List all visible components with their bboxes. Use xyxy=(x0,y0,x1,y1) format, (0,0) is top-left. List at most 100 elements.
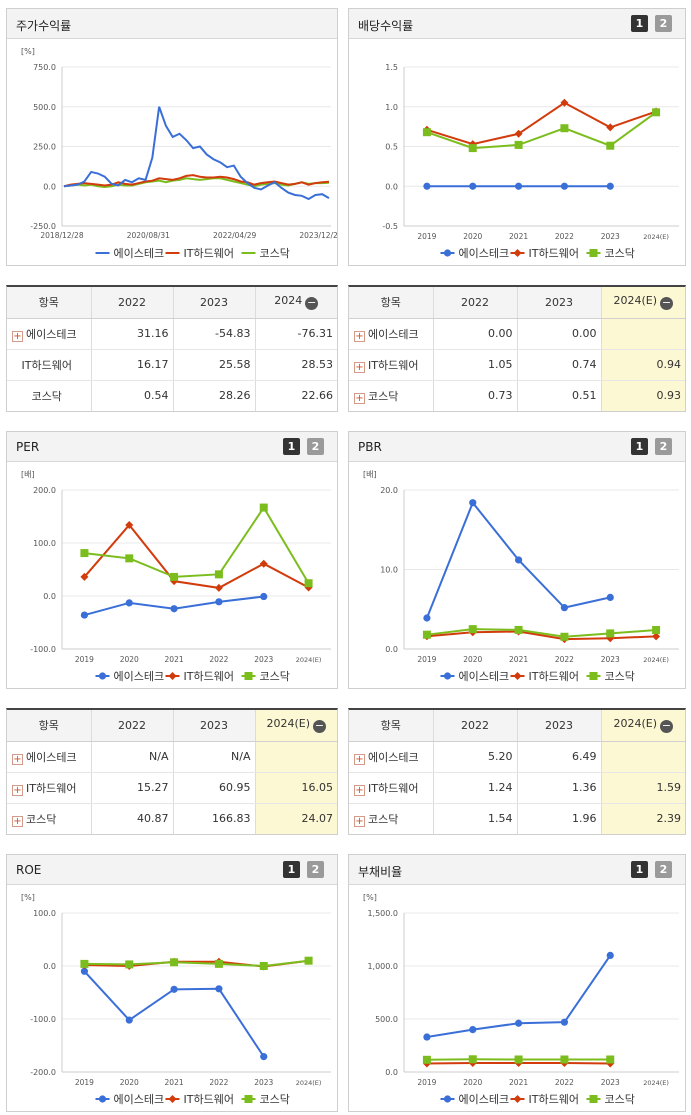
table-cell: 60.95 xyxy=(173,772,256,804)
data-point xyxy=(125,554,134,563)
table-cell: 5.20 xyxy=(433,741,518,773)
data-point xyxy=(443,1095,452,1103)
y-tick-label: 0.0 xyxy=(43,182,56,191)
legend-label: IT하드웨어 xyxy=(184,669,234,683)
legend: 에이스테크 IT하드웨어 코스닥 xyxy=(440,246,635,260)
plus-icon[interactable]: + xyxy=(354,392,365,404)
y-tick-label: 250.0 xyxy=(33,143,56,152)
plus-icon[interactable]: + xyxy=(12,753,23,765)
plus-icon[interactable]: + xyxy=(12,784,23,796)
table-cell: 1.05 xyxy=(433,349,518,381)
table-cell: 1.36 xyxy=(517,772,602,804)
number-two-icon[interactable]: 2 xyxy=(655,861,672,878)
panel-header: 부채비율 1 2 xyxy=(349,855,685,885)
table-cell: 0.51 xyxy=(517,380,602,411)
table-cell: 31.16 xyxy=(91,318,174,350)
column-header: 항목 xyxy=(7,287,92,319)
x-tick-label: 2019 xyxy=(417,1078,436,1087)
column-header: 2022 xyxy=(433,710,518,742)
table-cell: -54.83 xyxy=(173,318,256,350)
data-point xyxy=(244,672,253,680)
plus-icon[interactable]: + xyxy=(354,784,365,796)
x-tick-label: 2022 xyxy=(209,655,228,664)
plus-icon[interactable]: + xyxy=(354,815,365,827)
data-point xyxy=(606,634,615,643)
y-tick-label: -100.0 xyxy=(30,1015,56,1024)
x-tick-label: 2021 xyxy=(509,655,528,664)
plus-icon[interactable]: + xyxy=(12,815,23,827)
y-tick-label: 0.0 xyxy=(43,592,56,601)
y-tick-label: -100.0 xyxy=(30,645,56,654)
data-point xyxy=(589,1095,598,1103)
data-point xyxy=(260,1053,268,1061)
plot-area xyxy=(422,499,661,644)
data-point xyxy=(469,499,477,507)
number-one-icon[interactable]: 1 xyxy=(283,861,300,878)
column-header: 2023 xyxy=(173,287,256,319)
plus-icon[interactable]: + xyxy=(354,330,365,342)
minus-circle-icon[interactable]: − xyxy=(305,296,319,311)
table-row: + IT하드웨어 1.24 1.36 1.59 xyxy=(349,772,685,804)
table-cell: 15.27 xyxy=(91,772,174,804)
panel-title: PER xyxy=(16,440,40,454)
minus-circle-icon[interactable]: − xyxy=(660,719,674,734)
number-one-icon[interactable]: 1 xyxy=(631,861,648,878)
data-point xyxy=(514,625,523,634)
row-label: IT하드웨어 xyxy=(26,781,77,795)
table-cell: 0.74 xyxy=(517,349,602,381)
data-point xyxy=(514,556,523,564)
unit-label: [%] xyxy=(21,893,35,902)
number-two-icon[interactable]: 2 xyxy=(307,861,324,878)
legend-label: 코스닥 xyxy=(260,247,290,260)
panel-header: PBR 1 2 xyxy=(349,432,685,462)
legend: 에이스테크 IT하드웨어 코스닥 xyxy=(95,1092,290,1106)
panel-header: 배당수익률 1 2 xyxy=(349,9,685,39)
data-point xyxy=(606,629,615,638)
table-row: + 에이스테크 5.20 6.49 xyxy=(349,741,685,773)
data-point xyxy=(560,1055,569,1064)
number-two-icon[interactable]: 2 xyxy=(307,438,324,455)
debt-ratio-chart: [%] 1,500.0 1,000.0 500.0 0.0 2019 2020 2021 202… xyxy=(363,893,679,1106)
series-line xyxy=(83,523,310,589)
number-one-icon[interactable]: 1 xyxy=(631,438,648,455)
column-header-estimate: 2024(E) − xyxy=(255,710,337,742)
data-point xyxy=(214,959,223,968)
data-point xyxy=(514,1019,523,1027)
plus-icon[interactable]: + xyxy=(354,361,365,373)
data-point xyxy=(125,520,134,529)
legend: 에이스테크 IT하드웨어 코스닥 xyxy=(95,246,290,260)
number-two-icon[interactable]: 2 xyxy=(655,15,672,32)
y-tick-label: 100.0 xyxy=(33,539,56,548)
data-point xyxy=(170,958,179,967)
row-name: + 코스닥 xyxy=(7,803,92,834)
table-cell: 24.07 xyxy=(255,803,337,834)
roe-panel: ROE 1 2 [%] 100.0 0.0 -100.0 -200.0 2019 2020 2… xyxy=(6,854,338,1112)
number-two-icon[interactable]: 2 xyxy=(655,438,672,455)
data-point xyxy=(423,182,431,190)
x-tick-label: 2024(E) xyxy=(296,1079,322,1087)
table-cell: -76.31 xyxy=(255,318,337,350)
data-point xyxy=(423,1033,431,1041)
minus-circle-icon[interactable]: − xyxy=(313,719,327,734)
data-point xyxy=(125,960,134,969)
number-one-icon[interactable]: 1 xyxy=(631,15,648,32)
column-header: 항목 xyxy=(349,710,434,742)
data-point xyxy=(652,632,661,641)
x-tick-label: 2022 xyxy=(555,1078,574,1087)
column-header: 2023 xyxy=(517,287,602,319)
minus-circle-icon[interactable]: − xyxy=(660,296,674,311)
data-point xyxy=(80,611,89,619)
plus-icon[interactable]: + xyxy=(354,753,365,765)
row-name: + IT하드웨어 xyxy=(7,772,92,804)
data-point xyxy=(259,962,268,970)
number-one-icon[interactable]: 1 xyxy=(283,438,300,455)
data-point xyxy=(304,579,313,588)
table-row: + 코스닥 0.73 0.51 0.93 xyxy=(349,380,685,411)
x-tick-label: 2023 xyxy=(254,1078,273,1087)
legend-label: IT하드웨어 xyxy=(529,1092,579,1106)
table-cell: 0.93 xyxy=(601,380,685,411)
plus-icon[interactable]: + xyxy=(12,330,23,342)
legend: 에이스테크 IT하드웨어 코스닥 xyxy=(440,1092,635,1106)
x-tick-label: 2020/08/31 xyxy=(127,231,170,240)
row-name: + 에이스테크 xyxy=(349,318,434,350)
